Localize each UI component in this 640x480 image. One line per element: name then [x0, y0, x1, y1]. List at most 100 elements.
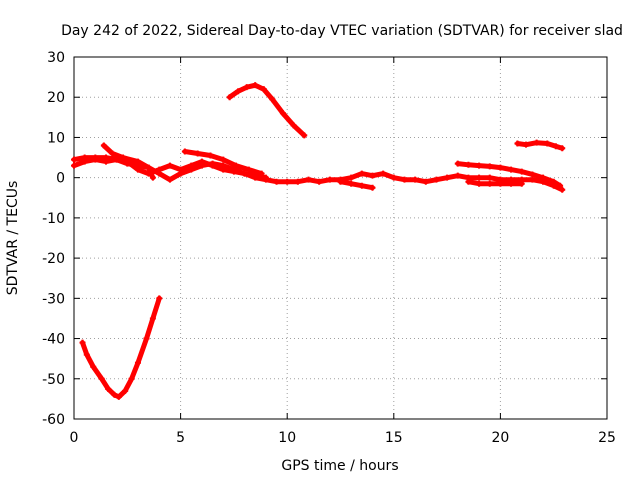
data-point: [486, 163, 493, 170]
data-point: [497, 164, 504, 171]
data-point: [156, 295, 163, 302]
data-point: [486, 180, 493, 187]
data-point: [305, 176, 312, 183]
data-point: [177, 170, 184, 177]
series-group: [71, 82, 566, 400]
y-tick-label: 0: [56, 171, 65, 187]
data-point: [258, 170, 265, 177]
data-point: [145, 164, 152, 171]
data-point: [358, 182, 365, 189]
x-tick-label: 0: [70, 430, 79, 446]
data-point: [81, 154, 88, 161]
y-tick-label: 30: [47, 50, 65, 66]
data-point: [476, 180, 483, 187]
grid: [74, 57, 607, 419]
data-point: [71, 162, 77, 169]
y-tick-label: -10: [42, 211, 65, 227]
data-point: [279, 110, 286, 117]
data-point: [508, 180, 515, 187]
data-point: [550, 178, 557, 185]
x-tick-label: 5: [176, 430, 185, 446]
axis-ticks: -60 -50 -40 -30 -20 -10 0 10 20 30 0 5 10 15 20 25: [42, 50, 616, 446]
data-point: [120, 154, 127, 161]
data-point: [518, 168, 525, 175]
data-point: [124, 160, 131, 167]
data-point: [260, 86, 267, 93]
data-point: [122, 387, 129, 394]
data-point: [369, 172, 376, 179]
data-point: [198, 162, 205, 169]
data-point: [71, 156, 77, 163]
x-tick-label: 15: [385, 430, 403, 446]
series-arc-main-5: [338, 179, 375, 191]
data-point: [134, 158, 141, 165]
data-point: [444, 174, 451, 181]
data-point: [220, 156, 227, 163]
data-point: [337, 178, 344, 185]
data-point: [294, 178, 301, 185]
data-point: [544, 140, 551, 147]
data-point: [454, 160, 461, 167]
data-point: [252, 82, 259, 89]
data-point: [401, 176, 408, 183]
data-point: [284, 178, 291, 185]
data-point: [166, 176, 173, 183]
data-point: [100, 142, 107, 149]
plot-frame: [73, 56, 608, 420]
data-point: [358, 170, 365, 177]
data-point: [188, 166, 195, 173]
data-point: [209, 160, 216, 167]
data-point: [290, 122, 297, 129]
data-point: [143, 335, 150, 342]
y-tick-label: -50: [42, 372, 65, 388]
data-point: [111, 391, 118, 398]
data-point: [557, 182, 564, 189]
data-point: [102, 154, 109, 161]
data-point: [380, 170, 387, 177]
data-point: [241, 170, 248, 177]
data-point: [465, 178, 472, 185]
data-point: [83, 351, 90, 358]
data-point: [476, 162, 483, 169]
data-point: [128, 375, 135, 382]
data-point: [92, 154, 99, 161]
data-point: [522, 141, 529, 148]
data-point: [316, 178, 323, 185]
x-tick-label: 25: [598, 430, 616, 446]
data-point: [486, 174, 493, 181]
data-point: [369, 184, 376, 191]
y-tick-label: -30: [42, 291, 65, 307]
data-point: [465, 161, 472, 168]
data-point: [508, 166, 515, 173]
data-point: [149, 174, 156, 181]
data-point: [181, 148, 188, 155]
data-point: [390, 174, 397, 181]
series-arc-dip: [80, 295, 162, 400]
y-tick-label: -20: [42, 251, 65, 267]
data-point: [348, 174, 355, 181]
data-point: [134, 359, 141, 366]
data-point: [559, 145, 566, 152]
y-tick-label: -60: [42, 412, 65, 428]
data-point: [156, 170, 163, 177]
data-point: [518, 180, 525, 187]
data-point: [533, 139, 540, 146]
data-point: [220, 162, 227, 169]
data-point: [98, 375, 105, 382]
y-tick-label: -40: [42, 332, 65, 348]
data-point: [273, 178, 280, 185]
data-point: [540, 174, 547, 181]
data-point: [230, 166, 237, 173]
data-point: [90, 363, 97, 370]
data-point: [552, 143, 559, 150]
data-point: [412, 176, 419, 183]
data-point: [166, 162, 173, 169]
data-point: [476, 174, 483, 181]
data-point: [529, 171, 536, 178]
data-point: [497, 180, 504, 187]
x-tick-label: 10: [278, 430, 296, 446]
x-tick-label: 20: [491, 430, 509, 446]
data-point: [326, 176, 333, 183]
data-point: [245, 166, 252, 173]
